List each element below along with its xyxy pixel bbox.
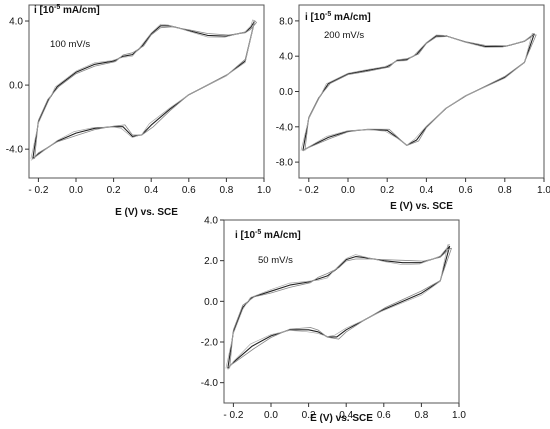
x-tick-label: 1.0	[452, 410, 466, 421]
y-tick-label: 8.0	[279, 16, 293, 27]
y-tick-label: 2.0	[204, 256, 218, 267]
scan-rate-label: 200 mV/s	[324, 30, 364, 41]
x-axis-label: E (V) vs. SCE	[390, 201, 453, 212]
cv-curve	[32, 20, 256, 160]
x-tick-label: 0.2	[380, 185, 394, 196]
x-tick-label: 0.6	[459, 185, 473, 196]
plot-frame	[223, 219, 460, 404]
cv-curve-overlay	[227, 247, 452, 369]
x-tick-label: 0.6	[182, 185, 196, 196]
plot-frame	[28, 4, 265, 179]
x-tick-label: 1.0	[537, 185, 550, 196]
y-axis-label: i [10-5 mA/cm]	[235, 229, 301, 241]
y-tick-label: 0.0	[279, 87, 293, 98]
y-tick-label: -2.0	[201, 338, 219, 349]
x-tick-label: 0.4	[339, 410, 353, 421]
y-tick-label: -4.0	[6, 145, 24, 156]
chart-panel-1: - 0.2 0.0 0.2 0.4 0.6 0.8 1.0 4.0 0.0 -4.0 i [10-5…	[6, 4, 272, 218]
y-tick-label: 0.0	[9, 81, 23, 92]
x-tick-label: - 0.2	[28, 185, 48, 196]
x-tick-label: 0.4	[419, 185, 433, 196]
x-tick-label: 0.8	[414, 410, 428, 421]
y-tick-label: 4.0	[279, 52, 293, 63]
cv-curve-overlay	[225, 244, 450, 370]
chart-panel-2: - 0.2 0.0 0.2 0.4 0.6 0.8 1.0 8.0 4.0 0.0 -4.0 -8.0…	[276, 4, 550, 212]
x-tick-label: 0.4	[144, 185, 158, 196]
y-tick-label: -4.0	[201, 378, 219, 389]
cv-curve-overlay	[30, 19, 255, 161]
x-tick-label: 0.8	[498, 185, 512, 196]
x-tick-label: 0.8	[219, 185, 233, 196]
x-tick-label: 0.0	[264, 410, 278, 421]
x-axis-label: E (V) vs. SCE	[115, 207, 178, 218]
x-tick-label: 0.0	[341, 185, 355, 196]
x-tick-label: 0.2	[302, 410, 316, 421]
x-tick-label: 0.6	[377, 410, 391, 421]
y-axis-label: i [10-5 mA/cm]	[34, 4, 100, 16]
x-tick-label: - 0.2	[223, 410, 243, 421]
cv-curve-overlay	[34, 20, 257, 159]
x-tick-label: - 0.2	[299, 185, 319, 196]
x-tick-label: 0.2	[107, 185, 121, 196]
x-tick-label: 1.0	[257, 185, 271, 196]
scan-rate-label: 100 mV/s	[50, 39, 90, 50]
y-axis-label: i [10-5 mA/cm]	[305, 11, 371, 23]
y-tick-label: 4.0	[204, 216, 218, 227]
x-tick-label: 0.0	[69, 185, 83, 196]
y-tick-label: 0.0	[204, 297, 218, 308]
scan-rate-label: 50 mV/s	[258, 255, 293, 266]
y-tick-label: 4.0	[9, 17, 23, 28]
y-tick-label: -8.0	[276, 158, 294, 169]
cv-curve-overlay	[302, 34, 537, 151]
x-axis-label: E (V) vs. SCE	[310, 413, 373, 424]
chart-panel-3: - 0.2 0.0 0.2 0.4 0.6 0.8 1.0 4.0 2.0 0.0 -2.0 -4.0…	[201, 216, 467, 425]
cv-curve-overlay	[300, 32, 535, 152]
y-tick-label: -4.0	[276, 122, 294, 133]
